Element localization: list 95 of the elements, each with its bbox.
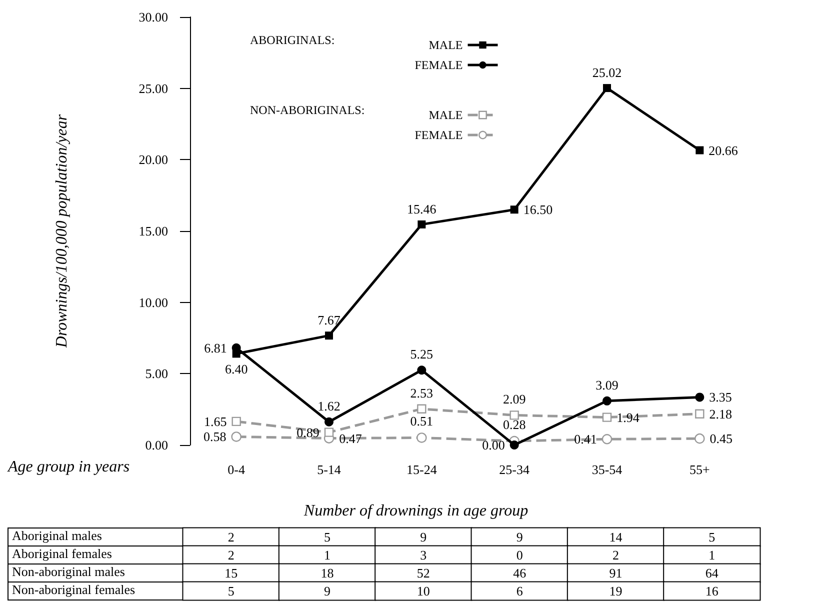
point bbox=[694, 433, 705, 444]
data-label: 15.46 bbox=[407, 201, 437, 216]
point bbox=[232, 350, 240, 358]
data-label: 1.94 bbox=[616, 410, 640, 425]
point bbox=[324, 417, 334, 426]
data-label: 0.28 bbox=[502, 416, 526, 432]
point bbox=[324, 428, 334, 437]
data-label: 2 bbox=[612, 548, 619, 562]
point bbox=[510, 440, 519, 450]
point bbox=[603, 84, 611, 92]
x-tick-label: 35-54 bbox=[592, 462, 623, 477]
data-label: 5.25 bbox=[410, 346, 434, 362]
legend-label: FEMALE bbox=[414, 128, 463, 142]
data-label: 0.00 bbox=[482, 438, 505, 452]
point bbox=[417, 366, 426, 375]
x-axis-title: Age group in years bbox=[7, 458, 130, 476]
data-label: 18 bbox=[320, 566, 334, 580]
data-label: 0.45 bbox=[710, 431, 733, 446]
point bbox=[695, 392, 704, 402]
point bbox=[418, 220, 426, 228]
data-label: 16.50 bbox=[523, 202, 553, 218]
data-label: 3.09 bbox=[596, 377, 618, 392]
data-label: 3 bbox=[420, 548, 427, 562]
y-axis-title: Drownings/100,000 population/year bbox=[54, 114, 70, 349]
y-tick-label: Aboriginal males bbox=[12, 528, 102, 543]
y-tick-label: 20.00 bbox=[138, 152, 168, 168]
y-tick-label: 10.00 bbox=[138, 294, 168, 310]
data-label: 15 bbox=[224, 566, 238, 580]
data-label: 0.58 bbox=[203, 429, 226, 444]
annotation: NON-ABORIGINALS: bbox=[250, 103, 365, 117]
y-tick-label: 5.00 bbox=[145, 366, 168, 382]
data-label: 0.89 bbox=[296, 424, 320, 440]
point bbox=[416, 432, 427, 443]
data-label: 2.18 bbox=[709, 406, 732, 422]
y-tick-label: 25.00 bbox=[138, 80, 168, 96]
data-label: 52 bbox=[416, 566, 430, 580]
point bbox=[696, 146, 704, 154]
point bbox=[602, 434, 612, 444]
legend-label: FEMALE bbox=[414, 58, 463, 72]
x-tick-label: 55+ bbox=[689, 462, 710, 477]
data-label: 16 bbox=[705, 584, 719, 598]
data-label: 2 bbox=[228, 530, 234, 544]
data-label: 10 bbox=[416, 584, 430, 598]
x-tick-label: 0-4 bbox=[228, 462, 246, 477]
data-label: 2.53 bbox=[410, 385, 434, 400]
data-label: 2.09 bbox=[502, 392, 526, 407]
data-label: 20.66 bbox=[708, 142, 738, 158]
x-tick-label: 5-14 bbox=[317, 462, 342, 477]
data-label: 6.81 bbox=[204, 340, 227, 356]
data-label: 6.40 bbox=[224, 362, 248, 377]
point bbox=[232, 416, 241, 426]
point bbox=[695, 409, 704, 418]
point bbox=[325, 332, 333, 340]
data-label: 25.02 bbox=[592, 65, 622, 80]
legend-label: MALE bbox=[428, 38, 463, 52]
data-label: 1.65 bbox=[204, 414, 227, 429]
data-label: 0.47 bbox=[339, 430, 362, 446]
point bbox=[602, 396, 612, 406]
data-label: 5 bbox=[708, 530, 716, 544]
y-tick-label: Non-aboriginal males bbox=[12, 564, 125, 579]
data-label: 7.67 bbox=[318, 312, 341, 328]
data-label: 3.35 bbox=[709, 390, 732, 405]
data-label: 1.62 bbox=[318, 398, 340, 414]
y-tick-label: Aboriginal females bbox=[12, 546, 112, 561]
point bbox=[417, 404, 426, 414]
data-label: 46 bbox=[513, 566, 527, 580]
data-label: 19 bbox=[609, 584, 622, 598]
data-label: 91 bbox=[609, 566, 622, 580]
x-tick-label: 25-34 bbox=[499, 462, 530, 477]
data-label: 5 bbox=[228, 584, 234, 598]
data-label: 9 bbox=[516, 530, 523, 544]
y-tick-label: 15.00 bbox=[138, 224, 168, 238]
y-tick-label: 0.00 bbox=[145, 438, 168, 452]
y-tick-label: 30.00 bbox=[138, 10, 168, 24]
data-label: 9 bbox=[324, 584, 330, 598]
data-label: 0 bbox=[516, 548, 523, 562]
x-tick-label: 15-24 bbox=[406, 462, 438, 477]
annotation: ABORIGINALS: bbox=[250, 33, 335, 47]
point bbox=[510, 410, 519, 420]
data-label: 9 bbox=[420, 530, 427, 544]
chart-title: Number of drownings in age group bbox=[302, 502, 528, 520]
data-label: 2 bbox=[228, 548, 234, 562]
data-label: 0.41 bbox=[574, 432, 597, 447]
data-label: 1 bbox=[708, 548, 716, 562]
data-label: 6 bbox=[516, 584, 524, 598]
data-label: 5 bbox=[324, 530, 330, 544]
point bbox=[231, 432, 242, 442]
legend-label: MALE bbox=[428, 108, 463, 122]
data-label: 14 bbox=[609, 530, 623, 544]
point bbox=[510, 206, 518, 214]
data-label: 0.51 bbox=[410, 414, 434, 429]
data-label: 64 bbox=[705, 566, 719, 580]
point bbox=[602, 412, 612, 422]
y-tick-label: Non-aboriginal females bbox=[12, 582, 136, 597]
data-label: 1 bbox=[324, 548, 330, 562]
